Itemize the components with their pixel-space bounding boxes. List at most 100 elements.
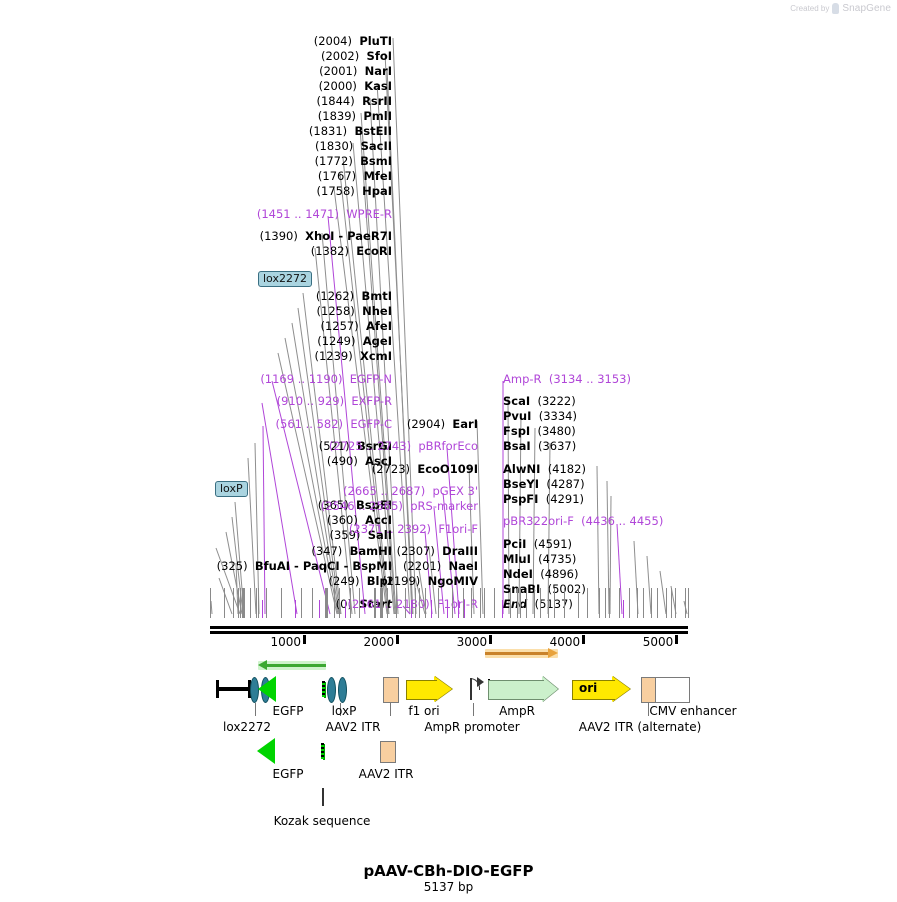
label-fspI[interactable]: FspI (3480) <box>503 425 576 437</box>
egfp-feature-arrow-row2[interactable] <box>257 738 325 764</box>
label-xcmI[interactable]: (1239) XcmI <box>314 350 392 362</box>
label-alwNI[interactable]: AlwNI (4182) <box>503 463 586 475</box>
label-amp-r[interactable]: Amp-R (3134 .. 3153) <box>503 373 631 385</box>
feature-label-loxp-site[interactable]: loxP <box>331 704 357 718</box>
label-pbrforeco[interactable]: (2725 .. 2743) pBRforEco <box>329 440 478 452</box>
feature-label-aav2-itr-alt[interactable]: AAV2 ITR (alternate) <box>578 720 702 734</box>
feature-label-cmv-enhancer[interactable]: CMV enhancer <box>649 704 737 718</box>
ruler-line-top <box>210 626 688 629</box>
label-rsrII[interactable]: (1844) RsrII <box>317 95 393 107</box>
label-kasI[interactable]: (2000) KasI <box>319 80 392 92</box>
label-snaBI[interactable]: SnaBI (5002) <box>503 583 586 595</box>
sequence-ruler[interactable]: 1000 2000 3000 4000 5000 <box>210 618 688 649</box>
ampr-promoter-symbol[interactable] <box>470 677 488 702</box>
label-ascI[interactable]: (490) AscI <box>327 455 392 467</box>
label-ngoMIV[interactable]: (2199) NgoMIV <box>382 575 478 587</box>
label-ecoRI[interactable]: (1382) EcoRI <box>311 245 392 257</box>
aav2-itr-square-row2[interactable] <box>380 741 396 763</box>
label-accI[interactable]: (360) AccI <box>327 514 392 526</box>
feature-label-ampr[interactable]: AmpR <box>499 704 535 718</box>
label-hpaI[interactable]: (1758) HpaI <box>317 185 392 197</box>
label-salI[interactable]: (359) SalI <box>329 529 392 541</box>
label-pspFI[interactable]: PspFI (4291) <box>503 493 584 505</box>
ampr-primer-arrow[interactable] <box>485 648 558 659</box>
feature-label-aav2-itr-2[interactable]: AAV2 ITR <box>358 767 414 781</box>
label-blpI[interactable]: (249) BlpI <box>329 575 392 587</box>
label-bspEI[interactable]: (365) BspEI <box>318 499 392 511</box>
label-bsrGI[interactable]: (521) BsrGI <box>319 440 392 452</box>
feature-label-egfp-2[interactable]: EGFP <box>272 767 304 781</box>
label-ndeI[interactable]: NdeI (4896) <box>503 568 579 580</box>
label-wpre-r[interactable]: (1451 .. 1471) WPRE-R <box>257 208 392 220</box>
feature-label-kozak[interactable]: Kozak sequence <box>273 814 371 828</box>
feature-label-ampr-promoter[interactable]: AmpR promoter <box>424 720 520 734</box>
label-draIII[interactable]: (2307) DraIII <box>397 545 478 557</box>
label-pciI[interactable]: PciI (4591) <box>503 538 572 550</box>
label-pbr322ori-f[interactable]: pBR322ori-F (4436 .. 4455) <box>503 515 663 527</box>
label-ageI[interactable]: (1249) AgeI <box>317 335 392 347</box>
label-position: (2000) <box>318 79 357 93</box>
cut-site-tick <box>411 600 413 618</box>
label-mluI[interactable]: MluI (4735) <box>503 553 576 565</box>
label-exfp-r[interactable]: (910 .. 929) EXFP-R <box>277 395 392 407</box>
site-label-loxp[interactable]: loxP <box>215 477 248 497</box>
label-earI[interactable]: (2904) EarI <box>407 418 478 430</box>
label-ecoO109I[interactable]: (2723) EcoO109I <box>372 463 478 475</box>
label-position: (5002) <box>547 582 586 596</box>
label-narI[interactable]: (2001) NarI <box>319 65 392 77</box>
label-afeI[interactable]: (1257) AfeI <box>320 320 392 332</box>
feature-label-egfp[interactable]: EGFP <box>272 704 304 718</box>
egfp-feature-arrow[interactable] <box>258 676 326 702</box>
cut-site-tick <box>312 588 314 618</box>
label-naeI[interactable]: (2201) NaeI <box>403 560 478 572</box>
label-bstEII[interactable]: (1831) BstEII <box>309 125 392 137</box>
label-prs-marker[interactable]: (2546 .. 2565) pRS-marker <box>321 500 478 512</box>
label-sfoI[interactable]: (2002) SfoI <box>321 50 392 62</box>
label-position: (2723) <box>371 462 411 476</box>
label-name: BfuAI - PaqCI - BspMI <box>254 559 392 573</box>
label-scaI[interactable]: ScaI (3222) <box>503 395 576 407</box>
label-bmtI[interactable]: (1262) BmtI <box>316 290 392 302</box>
label-bamHI[interactable]: (347) BamHI <box>311 545 392 557</box>
label-egfp-c[interactable]: (561 .. 582) EGFP-C <box>276 418 392 430</box>
cut-site-tick <box>338 588 340 618</box>
itr-orange-square[interactable] <box>383 677 399 703</box>
feature-label-f1-ori[interactable]: f1 ori <box>408 704 440 718</box>
label-xhoI[interactable]: (1390) XhoI - PaeR7I <box>260 230 392 242</box>
aav2-itr-oval[interactable] <box>338 677 347 703</box>
cut-site-tick <box>349 588 351 618</box>
label-pgex3[interactable]: (2665 .. 2687) pGEX 3' <box>343 485 478 497</box>
cmv-enhancer-box[interactable] <box>655 677 690 703</box>
label-nheI[interactable]: (1258) NheI <box>317 305 392 317</box>
label-position: (1249) <box>317 334 356 348</box>
label-name: AfeI <box>366 319 392 333</box>
label-bsmI[interactable]: (1772) BsmI <box>315 155 392 167</box>
label-bfuAI[interactable]: (325) BfuAI - PaqCI - BspMI <box>217 560 392 572</box>
hybrid-intron-bar[interactable] <box>216 687 250 691</box>
label-bseYI[interactable]: BseYI (4287) <box>503 478 585 490</box>
ampr-feature-arrow[interactable] <box>488 676 559 702</box>
site-label-lox2272[interactable]: lox2272 <box>258 267 312 287</box>
feature-label-aav2-itr[interactable]: AAV2 ITR <box>325 720 381 734</box>
label-plutI[interactable]: (2004) PluTI <box>314 35 392 47</box>
kozak-sequence-tick[interactable] <box>322 788 324 806</box>
egfp-primer-arrow[interactable] <box>258 660 326 671</box>
feature-label-lox2272-site[interactable]: lox2272 <box>223 720 271 734</box>
cut-site-tick <box>294 600 296 618</box>
loxp-site-oval[interactable] <box>327 677 336 703</box>
ori-feature-arrow[interactable]: ori <box>572 676 631 702</box>
label-position: (2161 .. 2180) <box>347 597 430 611</box>
watermark-brand: SnapGene <box>842 3 891 14</box>
label-pmlI[interactable]: (1839) PmlI <box>318 110 392 122</box>
cut-site-tick <box>650 588 652 618</box>
label-egfp-n[interactable]: (1169 .. 1190) EGFP-N <box>260 373 392 385</box>
label-position: (2002) <box>320 49 360 63</box>
f1-ori-arrow[interactable] <box>406 676 453 702</box>
label-name: BamHI <box>349 544 392 558</box>
label-bsaI[interactable]: BsaI (3637) <box>503 440 576 452</box>
label-pvuI[interactable]: PvuI (3334) <box>503 410 577 422</box>
egfp-feature-end-dots <box>322 681 325 697</box>
label-f1ori-f[interactable]: (2371 .. 2392) F1ori-F <box>349 523 478 535</box>
label-sacII[interactable]: (1830) SacII <box>315 140 392 152</box>
label-mfeI[interactable]: (1767) MfeI <box>318 170 392 182</box>
